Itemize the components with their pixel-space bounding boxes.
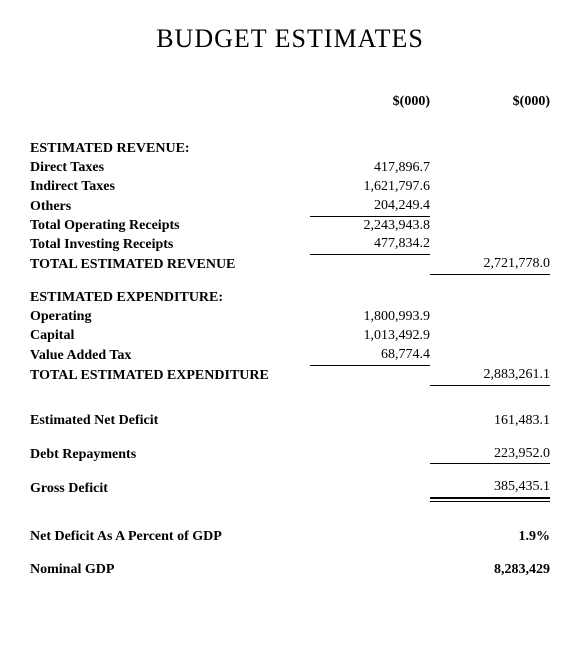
total-estimated-revenue-label: TOTAL ESTIMATED REVENUE: [30, 256, 310, 275]
direct-taxes-row: Direct Taxes 417,896.7: [30, 159, 550, 178]
gross-deficit-row: Gross Deficit 385,435.1: [30, 478, 550, 499]
capital-row: Capital 1,013,492.9: [30, 327, 550, 346]
direct-taxes-value: 417,896.7: [310, 159, 430, 178]
expenditure-heading: ESTIMATED EXPENDITURE:: [30, 289, 310, 308]
budget-estimates-document: BUDGET ESTIMATES $(000) $(000) ESTIMATED…: [0, 0, 580, 650]
estimated-net-deficit-label: Estimated Net Deficit: [30, 412, 310, 431]
direct-taxes-label: Direct Taxes: [30, 159, 310, 178]
indirect-taxes-row: Indirect Taxes 1,621,797.6: [30, 178, 550, 197]
col2-header: $(000): [430, 94, 550, 110]
total-investing-receipts-label: Total Investing Receipts: [30, 236, 310, 255]
capital-value: 1,013,492.9: [310, 327, 430, 346]
debt-repayments-row: Debt Repayments 223,952.0: [30, 445, 550, 465]
debt-repayments-value: 223,952.0: [430, 445, 550, 465]
col1-header: $(000): [310, 94, 430, 110]
total-estimated-expenditure-value: 2,883,261.1: [430, 366, 550, 386]
total-estimated-revenue-value: 2,721,778.0: [430, 255, 550, 275]
page-title: BUDGET ESTIMATES: [30, 24, 550, 54]
estimated-net-deficit-row: Estimated Net Deficit 161,483.1: [30, 412, 550, 431]
total-operating-receipts-row: Total Operating Receipts 2,243,943.8: [30, 217, 550, 236]
capital-label: Capital: [30, 327, 310, 346]
operating-row: Operating 1,800,993.9: [30, 308, 550, 327]
net-deficit-pct-label: Net Deficit As A Percent of GDP: [30, 528, 310, 547]
gross-deficit-value: 385,435.1: [430, 478, 550, 499]
column-headers: $(000) $(000): [30, 94, 550, 110]
others-value: 204,249.4: [310, 197, 430, 217]
debt-repayments-label: Debt Repayments: [30, 446, 310, 465]
nominal-gdp-value: 8,283,429: [430, 561, 550, 580]
expenditure-heading-row: ESTIMATED EXPENDITURE:: [30, 289, 550, 308]
estimated-net-deficit-value: 161,483.1: [430, 412, 550, 431]
net-deficit-pct-row: Net Deficit As A Percent of GDP 1.9%: [30, 528, 550, 547]
operating-value: 1,800,993.9: [310, 308, 430, 327]
total-operating-receipts-label: Total Operating Receipts: [30, 217, 310, 236]
total-investing-receipts-value: 477,834.2: [310, 235, 430, 255]
nominal-gdp-label: Nominal GDP: [30, 561, 310, 580]
vat-label: Value Added Tax: [30, 347, 310, 366]
revenue-heading: ESTIMATED REVENUE:: [30, 140, 310, 159]
indirect-taxes-label: Indirect Taxes: [30, 178, 310, 197]
total-estimated-expenditure-row: TOTAL ESTIMATED EXPENDITURE 2,883,261.1: [30, 366, 550, 386]
total-operating-receipts-value: 2,243,943.8: [310, 217, 430, 236]
operating-label: Operating: [30, 308, 310, 327]
total-investing-receipts-row: Total Investing Receipts 477,834.2: [30, 235, 550, 255]
revenue-heading-row: ESTIMATED REVENUE:: [30, 140, 550, 159]
nominal-gdp-row: Nominal GDP 8,283,429: [30, 561, 550, 580]
indirect-taxes-value: 1,621,797.6: [310, 178, 430, 197]
others-label: Others: [30, 198, 310, 217]
total-estimated-revenue-row: TOTAL ESTIMATED REVENUE 2,721,778.0: [30, 255, 550, 275]
net-deficit-pct-value: 1.9%: [430, 528, 550, 547]
others-row: Others 204,249.4: [30, 197, 550, 217]
vat-value: 68,774.4: [310, 346, 430, 366]
total-estimated-expenditure-label: TOTAL ESTIMATED EXPENDITURE: [30, 367, 310, 386]
gross-deficit-label: Gross Deficit: [30, 480, 310, 499]
vat-row: Value Added Tax 68,774.4: [30, 346, 550, 366]
